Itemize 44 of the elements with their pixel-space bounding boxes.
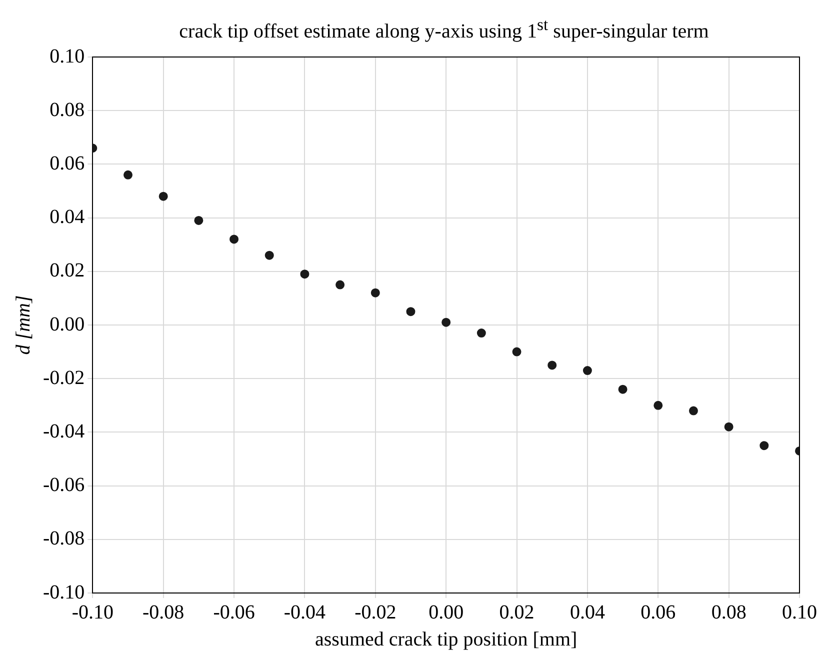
point: [512, 347, 522, 356]
y-tick-label: 0.10: [50, 45, 85, 68]
x-tick-label: 0.00: [428, 601, 464, 624]
point: [548, 360, 557, 370]
x-tick-label: -0.02: [354, 601, 396, 624]
point: [300, 270, 310, 279]
point: [406, 307, 416, 316]
x-tick-label: -0.06: [213, 601, 255, 624]
point: [582, 366, 592, 376]
x-tick-label: 0.08: [711, 601, 746, 624]
x-tick-label: -0.10: [72, 601, 114, 624]
x-tick-label: -0.08: [142, 601, 184, 624]
y-tick-label: -0.10: [42, 581, 85, 604]
y-tick-label: -0.02: [42, 366, 85, 389]
y-tick-label: 0.04: [50, 206, 85, 228]
x-tick-label: 0.02: [499, 601, 534, 624]
y-tick-label: -0.06: [42, 474, 85, 496]
point: [688, 406, 698, 416]
point: [124, 170, 132, 180]
chart-title: crack tip offset estimate along y-axis using 1$^{st}$ super-singular term: [178, 14, 710, 43]
point: [194, 216, 204, 225]
point: [654, 400, 663, 410]
x-tick-label: 0.10: [782, 601, 817, 624]
point: [724, 422, 734, 432]
x-tick-label: 0.04: [570, 601, 605, 624]
point: [370, 288, 380, 298]
point: [618, 384, 628, 394]
y-axis-title: d [mm]: [12, 295, 34, 355]
y-tick-label: 0.00: [50, 313, 85, 336]
y-tick-label: 0.02: [50, 260, 85, 282]
y-tick-label: 0.08: [50, 98, 85, 121]
x-axis-title: assumed crack tip position [mm]: [314, 628, 578, 650]
y-tick-label: -0.04: [42, 420, 85, 442]
point: [442, 318, 451, 327]
point: [476, 328, 486, 338]
point: [760, 441, 769, 450]
y-tick-label: -0.08: [42, 528, 85, 550]
x-tick-label: -0.04: [284, 601, 326, 624]
point: [158, 192, 168, 201]
point: [264, 250, 274, 260]
point: [336, 280, 345, 290]
point: [230, 234, 239, 244]
y-tick-label: 0.06: [50, 152, 85, 174]
x-tick-label: 0.06: [640, 601, 676, 624]
